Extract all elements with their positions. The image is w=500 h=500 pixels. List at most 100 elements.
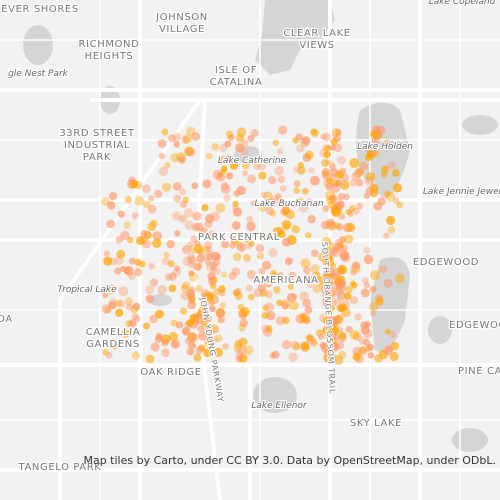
- point: [203, 245, 211, 253]
- point: [365, 186, 375, 196]
- point: [241, 233, 251, 243]
- point: [240, 147, 249, 156]
- area-label: EDGEWOO: [449, 320, 500, 331]
- point: [202, 179, 212, 189]
- area-label: CATALINA: [210, 77, 263, 88]
- point: [225, 130, 234, 139]
- point: [366, 150, 374, 157]
- point: [392, 183, 403, 193]
- point: [363, 246, 371, 254]
- point: [234, 339, 243, 348]
- point: [383, 190, 391, 198]
- point: [371, 136, 379, 145]
- point: [231, 221, 241, 230]
- point: [201, 204, 209, 212]
- point: [303, 266, 311, 274]
- point: [121, 329, 130, 338]
- point: [135, 236, 145, 246]
- point: [237, 303, 245, 311]
- point: [343, 193, 350, 201]
- point: [262, 260, 272, 270]
- point: [383, 278, 393, 288]
- point: [222, 343, 229, 350]
- point: [335, 128, 342, 136]
- point: [287, 283, 294, 290]
- point: [219, 155, 226, 163]
- point: [305, 197, 314, 207]
- point: [208, 230, 216, 238]
- point: [377, 197, 386, 206]
- point: [281, 316, 290, 325]
- point: [325, 266, 335, 277]
- point: [131, 212, 139, 220]
- point: [303, 273, 313, 283]
- point: [349, 158, 360, 169]
- point: [220, 182, 229, 191]
- point: [141, 184, 151, 194]
- point: [344, 292, 352, 301]
- point: [329, 194, 338, 203]
- point: [286, 292, 297, 303]
- point: [328, 305, 335, 312]
- point: [391, 168, 400, 177]
- point: [312, 271, 321, 281]
- point: [178, 156, 186, 164]
- area-label: DA: [0, 314, 13, 325]
- point: [171, 341, 178, 348]
- point: [219, 302, 226, 309]
- point: [333, 178, 342, 187]
- point: [202, 323, 209, 330]
- point: [123, 221, 131, 229]
- point: [239, 318, 249, 328]
- point: [191, 182, 199, 190]
- point: [206, 326, 214, 334]
- point: [149, 278, 159, 287]
- point: [356, 202, 363, 210]
- point: [128, 318, 137, 327]
- point: [219, 143, 228, 152]
- point: [325, 257, 335, 267]
- point: [349, 179, 357, 187]
- area-label: CLEAR LAKE: [216, 0, 283, 1]
- point: [330, 342, 340, 352]
- point: [323, 150, 331, 159]
- point: [330, 138, 338, 146]
- point: [392, 197, 400, 204]
- point: [268, 175, 277, 185]
- point: [337, 264, 348, 275]
- point: [203, 348, 212, 358]
- point: [228, 272, 237, 281]
- point: [389, 351, 399, 362]
- point: [330, 327, 340, 336]
- water-label: Lake Jennie Jewel: [423, 187, 500, 197]
- point: [306, 335, 316, 345]
- point: [233, 343, 243, 353]
- point: [212, 258, 221, 267]
- point: [381, 165, 389, 173]
- point: [193, 353, 202, 362]
- point: [152, 231, 163, 241]
- point: [309, 175, 320, 186]
- point: [178, 214, 187, 223]
- point: [281, 219, 292, 230]
- point: [140, 229, 148, 238]
- point: [288, 352, 298, 362]
- point: [134, 258, 142, 266]
- point: [256, 252, 264, 260]
- point: [205, 245, 213, 253]
- point: [213, 347, 224, 357]
- point: [123, 265, 134, 276]
- point: [238, 353, 248, 363]
- point: [354, 313, 362, 321]
- point: [332, 133, 342, 143]
- point: [327, 297, 337, 307]
- attribution: Map tiles by Carto, under CC BY 3.0. Dat…: [83, 454, 496, 467]
- point: [328, 163, 337, 172]
- point: [281, 339, 292, 350]
- point: [131, 351, 141, 360]
- point: [128, 176, 136, 184]
- point: [395, 273, 405, 284]
- point: [193, 262, 202, 271]
- point: [217, 317, 224, 324]
- point: [179, 188, 187, 196]
